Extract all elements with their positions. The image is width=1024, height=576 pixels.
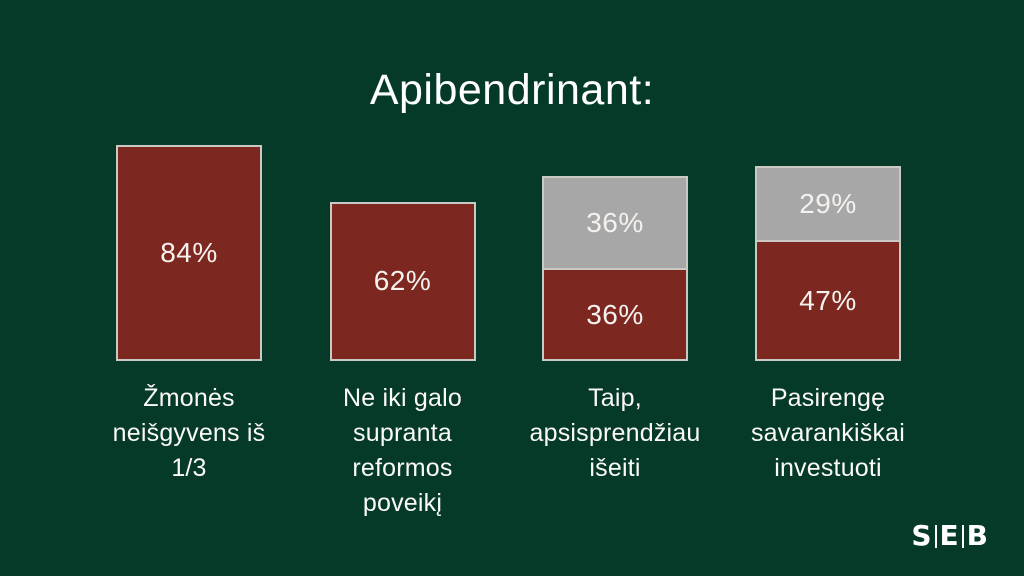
bar-category-label-line: supranta xyxy=(353,419,452,447)
bar-segment-red: 62% xyxy=(331,203,474,359)
bar-category-label-line: Žmonės xyxy=(143,384,235,412)
bar-segment-red: 47% xyxy=(757,242,899,359)
bar-value-label: 36% xyxy=(586,298,644,330)
logo-divider xyxy=(961,524,964,548)
logo-divider xyxy=(934,524,937,548)
bar-category-label-line: 1/3 xyxy=(171,454,207,482)
logo-letter-e: E xyxy=(939,519,959,552)
bar-segment-gray: 29% xyxy=(757,167,899,243)
logo-letter-s: S xyxy=(911,519,932,552)
bar-value-label: 84% xyxy=(160,237,218,269)
bar-category-label: Žmonės neišgyvens iš 1/3 xyxy=(77,381,301,486)
bar-category-label-line: neišgyvens iš xyxy=(112,419,266,447)
bar-segment-red: 84% xyxy=(118,147,260,359)
bar-category-label-line: išeiti xyxy=(589,454,641,482)
bar-value-label: 36% xyxy=(586,207,644,239)
bar-category-label-line: investuoti xyxy=(774,454,882,482)
seb-logo: S E B xyxy=(911,522,988,550)
bar-value-label: 29% xyxy=(799,187,857,219)
bar-category-label-line: savarankiškai xyxy=(750,419,906,447)
bar-category-label: Pasirengę savarankiškai investuoti xyxy=(716,381,940,486)
bar-column: 36% 36% xyxy=(542,175,688,361)
bar-category-label: Ne iki galo supranta reformos poveikį xyxy=(291,381,515,521)
bar-value-label: 62% xyxy=(373,265,432,297)
bar-category-label: Taip, apsisprendžiau išeiti xyxy=(503,381,727,486)
bar-value-label: 47% xyxy=(799,284,857,316)
bar-column: 29% 47% xyxy=(755,165,901,361)
bar-category-label-line: poveikį xyxy=(362,489,443,517)
bar-category-label-line: Taip, xyxy=(588,384,642,412)
bar-segment-red: 36% xyxy=(544,270,686,359)
bar-segment-gray: 36% xyxy=(544,177,686,271)
bar-column: 84% xyxy=(116,145,262,361)
slide-title: Apibendrinant: xyxy=(369,66,655,114)
bar-category-label-line: Pasirengę xyxy=(770,384,886,412)
logo-letter-b: B xyxy=(966,519,988,552)
bar-category-label-line: apsisprendžiau xyxy=(529,419,701,447)
bar-category-label-line: reformos xyxy=(352,454,453,482)
bar-category-label-line: Ne iki galo xyxy=(343,384,462,412)
bar-column: 62% xyxy=(329,201,476,361)
